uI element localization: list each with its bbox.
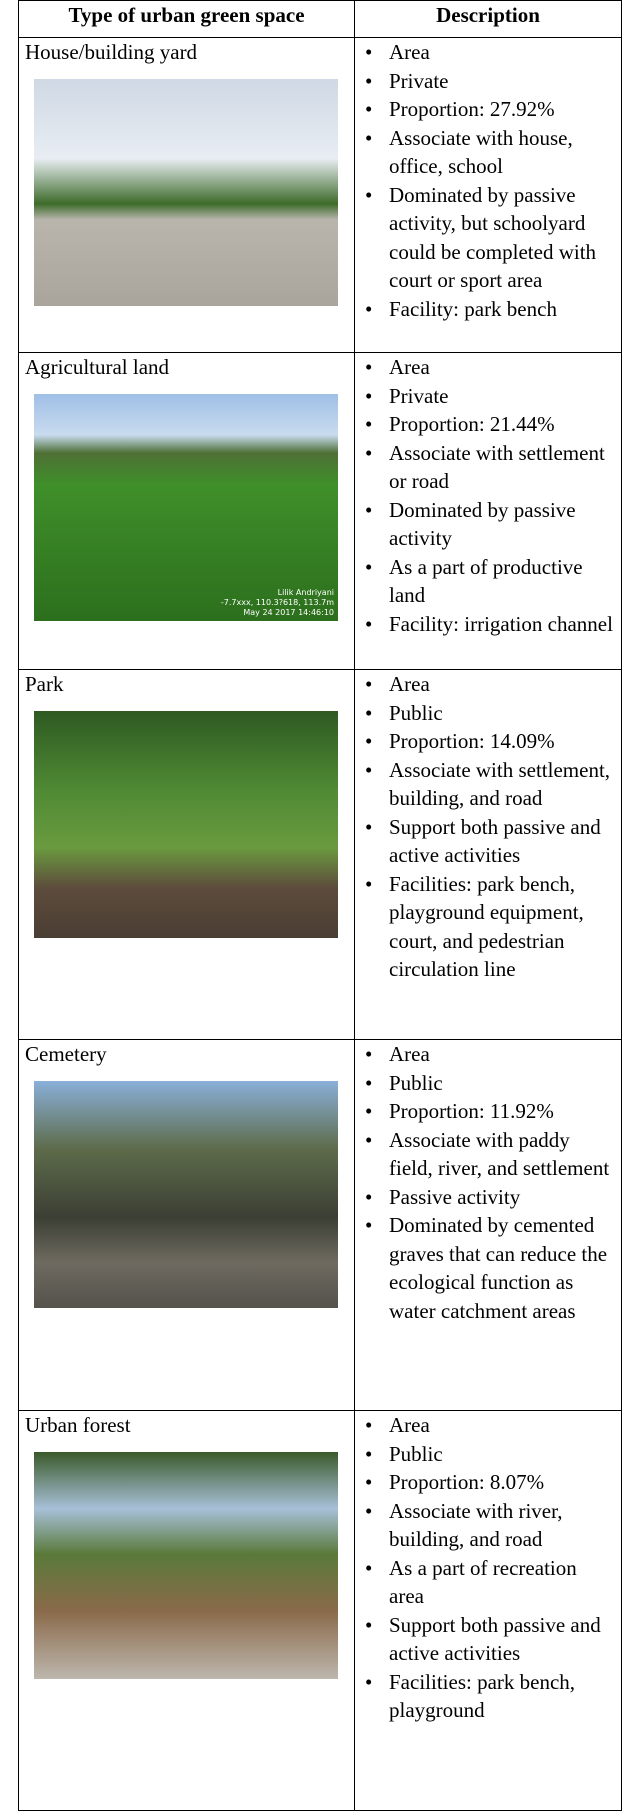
type-cell: Urban forest	[19, 1411, 355, 1811]
photo	[34, 1081, 338, 1308]
bullet-item: Private	[389, 382, 615, 411]
bullet-item: Area	[389, 1040, 615, 1069]
watermark-line: May 24 2017 14:46:10	[221, 608, 334, 618]
type-label: Urban forest	[25, 1411, 348, 1440]
description-cell: AreaPublicProportion: 8.07%Associate wit…	[355, 1411, 622, 1811]
description-cell: AreaPrivateProportion: 27.92%Associate w…	[355, 38, 622, 353]
photo	[34, 1452, 338, 1679]
bullet-item: Dominated by passive activity, but schoo…	[389, 181, 615, 295]
bullet-item: Proportion: 14.09%	[389, 727, 615, 756]
description-cell: AreaPublicProportion: 14.09%Associate wi…	[355, 670, 622, 1040]
bullet-list: AreaPublicProportion: 8.07%Associate wit…	[361, 1411, 615, 1725]
type-cell: Agricultural land Lilik Andriyani-7.7xxx,…	[19, 353, 355, 670]
bullet-item: Associate with house, office, school	[389, 124, 615, 181]
bullet-item: Associate with settlement, building, and…	[389, 756, 615, 813]
bullet-item: Associate with settlement or road	[389, 439, 615, 496]
bullet-item: Dominated by cemented graves that can re…	[389, 1211, 615, 1325]
description-cell: AreaPublicProportion: 11.92%Associate wi…	[355, 1040, 622, 1411]
type-label: Park	[25, 670, 348, 699]
bullet-item: As a part of productive land	[389, 553, 615, 610]
header-row: Type of urban green space Description	[19, 1, 622, 38]
bullet-item: Area	[389, 670, 615, 699]
bullet-item: Support both passive and active activiti…	[389, 1611, 615, 1668]
watermark-line: -7.7xxx, 110.3?618, 113.7m	[221, 598, 334, 608]
bullet-item: Facilities: park bench, playground	[389, 1668, 615, 1725]
bullet-item: Proportion: 8.07%	[389, 1468, 615, 1497]
bullet-item: Facility: park bench	[389, 295, 615, 324]
bullet-list: AreaPublicProportion: 11.92%Associate wi…	[361, 1040, 615, 1325]
photo	[34, 711, 338, 938]
type-label: Cemetery	[25, 1040, 348, 1069]
bullet-item: Facilities: park bench, playground equip…	[389, 870, 615, 984]
bullet-item: Area	[389, 1411, 615, 1440]
type-cell: Cemetery	[19, 1040, 355, 1411]
table-row: Cemetery AreaPublicProportion: 11.92%Asso…	[19, 1040, 622, 1411]
bullet-item: Associate with river, building, and road	[389, 1497, 615, 1554]
bullet-item: Area	[389, 38, 615, 67]
table-body: House/building yardAreaPrivateProportion…	[19, 38, 622, 1811]
bullet-item: Dominated by passive activity	[389, 496, 615, 553]
bullet-item: Private	[389, 67, 615, 96]
bullet-item: Proportion: 21.44%	[389, 410, 615, 439]
table: Type of urban green space Description Ho…	[18, 0, 622, 1811]
header-cell: Type of urban green space	[19, 1, 355, 38]
bullet-item: Public	[389, 699, 615, 728]
bullet-item: Public	[389, 1069, 615, 1098]
type-label: Agricultural land	[25, 353, 348, 382]
watermark-line: Lilik Andriyani	[221, 588, 334, 598]
bullet-item: Proportion: 27.92%	[389, 95, 615, 124]
bullet-item: Support both passive and active activiti…	[389, 813, 615, 870]
bullet-list: AreaPrivateProportion: 21.44%Associate w…	[361, 353, 615, 638]
bullet-item: Area	[389, 353, 615, 382]
header-cell: Description	[355, 1, 622, 38]
table-row: Agricultural land Lilik Andriyani-7.7xxx,…	[19, 353, 622, 670]
bullet-item: Proportion: 11.92%	[389, 1097, 615, 1126]
type-label: House/building yard	[25, 38, 348, 67]
type-cell: Park	[19, 670, 355, 1040]
bullet-list: AreaPublicProportion: 14.09%Associate wi…	[361, 670, 615, 984]
photo-watermark: Lilik Andriyani-7.7xxx, 110.3?618, 113.7…	[221, 588, 334, 618]
type-cell: House/building yard	[19, 38, 355, 353]
description-cell: AreaPrivateProportion: 21.44%Associate w…	[355, 353, 622, 670]
bullet-item: Facility: irrigation channel	[389, 610, 615, 639]
photo: Lilik Andriyani-7.7xxx, 110.3?618, 113.7…	[34, 394, 338, 621]
bullet-item: Public	[389, 1440, 615, 1469]
bullet-list: AreaPrivateProportion: 27.92%Associate w…	[361, 38, 615, 323]
bullet-item: Passive activity	[389, 1183, 615, 1212]
table-row: House/building yard AreaPrivateProportion…	[19, 38, 622, 353]
bullet-item: Associate with paddy field, river, and s…	[389, 1126, 615, 1183]
bullet-item: As a part of recreation area	[389, 1554, 615, 1611]
table-row: Park AreaPublicProportion: 14.09%Associat…	[19, 670, 622, 1040]
photo	[34, 79, 338, 306]
table-row: Urban forestAreaPublicProportion: 8.07%A…	[19, 1411, 622, 1811]
page: Type of urban green space Description Ho…	[0, 0, 622, 1721]
